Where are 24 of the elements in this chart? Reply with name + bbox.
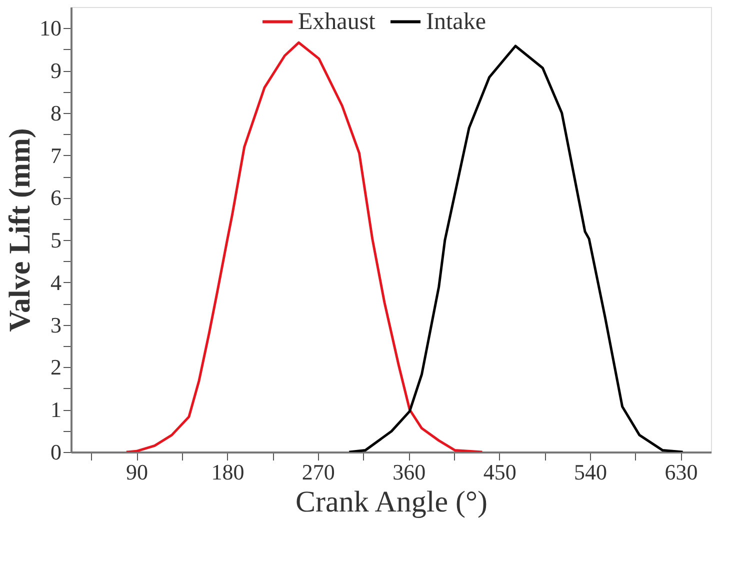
y-axis-title: Valve Lift (mm)	[4, 128, 36, 332]
y-tick-label: 4	[50, 270, 62, 295]
x-tick-label: 360	[392, 460, 426, 484]
x-tick-label: 270	[302, 460, 335, 484]
y-tick-label: 10	[40, 16, 62, 41]
x-tick-label: 450	[483, 460, 516, 484]
y-tick-label: 3	[50, 312, 62, 338]
x-tick-label: 540	[574, 460, 608, 484]
y-tick-label: 9	[50, 58, 62, 84]
legend-label: Exhaust	[298, 8, 376, 35]
y-tick-label: 2	[50, 354, 62, 380]
line-series	[348, 44, 684, 452]
y-tick-label: 6	[50, 185, 62, 210]
x-tick-label: 630	[664, 460, 698, 484]
y-tick-label: 5	[50, 228, 62, 253]
x-tick-label: 180	[211, 460, 244, 484]
y-tick-label: 0	[50, 440, 62, 464]
y-tick-label: 1	[50, 397, 62, 422]
x-tick-label: 90	[126, 460, 148, 484]
line-series	[125, 41, 484, 452]
legend-label: Intake	[426, 8, 486, 35]
y-tick-label: 8	[50, 100, 62, 126]
y-tick-label: 7	[50, 142, 62, 168]
x-axis-title: Crank Angle (°)	[296, 486, 488, 518]
